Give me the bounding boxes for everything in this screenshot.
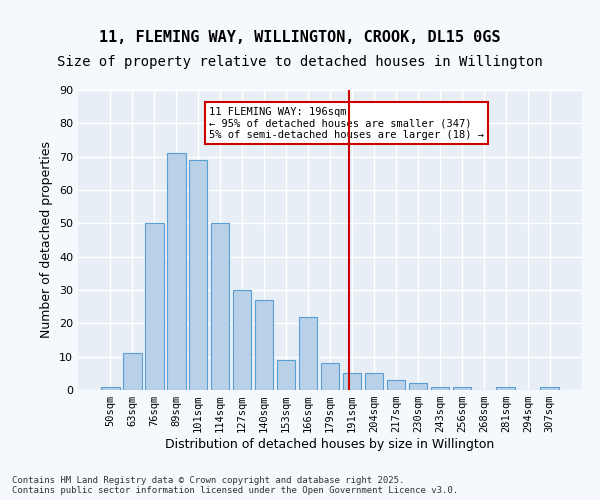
Bar [386, 380, 405, 390]
Bar [255, 300, 274, 390]
Bar [211, 224, 229, 390]
Bar [167, 154, 185, 390]
Text: 11 FLEMING WAY: 196sqm
← 95% of detached houses are smaller (347)
5% of semi-det: 11 FLEMING WAY: 196sqm ← 95% of detached… [209, 106, 484, 140]
Bar [320, 364, 340, 390]
Bar [123, 354, 142, 390]
Bar [452, 386, 471, 390]
Bar [343, 374, 361, 390]
Y-axis label: Number of detached properties: Number of detached properties [40, 142, 53, 338]
Bar [277, 360, 295, 390]
Bar [496, 386, 515, 390]
Bar [409, 384, 427, 390]
Bar [365, 374, 383, 390]
Bar [189, 160, 208, 390]
Text: Contains HM Land Registry data © Crown copyright and database right 2025.
Contai: Contains HM Land Registry data © Crown c… [12, 476, 458, 495]
Bar [541, 386, 559, 390]
Bar [101, 386, 119, 390]
Bar [145, 224, 164, 390]
X-axis label: Distribution of detached houses by size in Willington: Distribution of detached houses by size … [166, 438, 494, 451]
Bar [431, 386, 449, 390]
Bar [299, 316, 317, 390]
Text: 11, FLEMING WAY, WILLINGTON, CROOK, DL15 0GS: 11, FLEMING WAY, WILLINGTON, CROOK, DL15… [99, 30, 501, 45]
Bar [233, 290, 251, 390]
Text: Size of property relative to detached houses in Willington: Size of property relative to detached ho… [57, 55, 543, 69]
